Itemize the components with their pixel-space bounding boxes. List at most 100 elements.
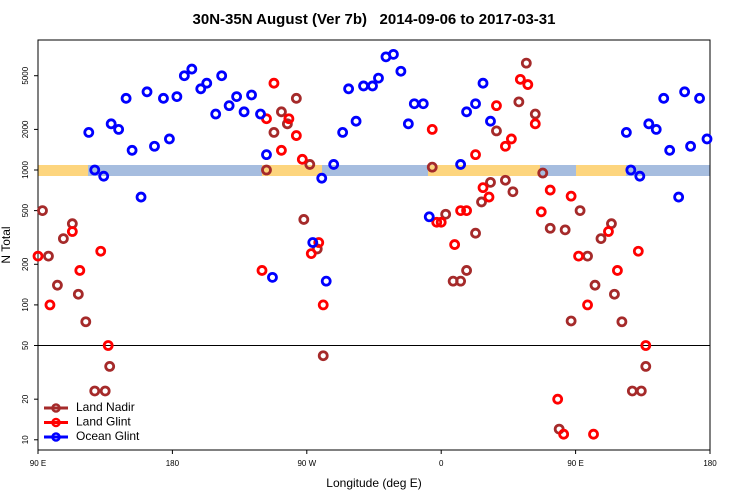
point xyxy=(268,77,280,89)
point xyxy=(276,144,287,156)
point xyxy=(304,159,316,170)
point xyxy=(582,299,593,311)
legend-label: Land Nadir xyxy=(76,400,135,414)
point xyxy=(552,393,564,405)
y-tick-label: 2000 xyxy=(21,120,30,138)
point xyxy=(283,113,295,125)
point xyxy=(658,92,670,104)
point xyxy=(316,172,328,184)
point xyxy=(102,340,114,351)
point xyxy=(317,299,329,311)
point xyxy=(650,123,662,135)
point xyxy=(367,80,378,92)
point xyxy=(626,385,638,397)
point xyxy=(431,216,443,228)
point xyxy=(281,118,293,130)
point xyxy=(574,205,586,217)
point xyxy=(573,250,584,262)
legend-marker xyxy=(51,432,61,442)
point xyxy=(616,316,628,328)
chart-title: 30N-35N August (Ver 7b) 2014-09-06 to 20… xyxy=(193,11,556,28)
point xyxy=(461,265,472,276)
point xyxy=(491,100,502,112)
point xyxy=(307,237,319,248)
point xyxy=(158,92,169,104)
legend-label: Ocean Glint xyxy=(76,429,140,443)
y-tick-label: 5000 xyxy=(21,66,30,84)
point xyxy=(505,133,517,145)
point xyxy=(426,161,438,173)
point xyxy=(37,205,48,217)
point xyxy=(290,92,302,104)
point xyxy=(98,170,110,182)
point xyxy=(537,167,549,179)
point xyxy=(43,250,54,262)
point xyxy=(337,127,349,138)
point xyxy=(640,360,652,372)
point xyxy=(603,226,614,237)
point xyxy=(426,123,438,135)
point xyxy=(612,265,623,276)
point xyxy=(328,159,340,170)
point xyxy=(520,57,532,69)
point xyxy=(255,108,266,120)
y-tick-label: 10 xyxy=(21,435,30,444)
y-tick-label: 500 xyxy=(21,203,30,217)
point xyxy=(544,184,556,196)
point xyxy=(195,83,207,95)
point xyxy=(470,149,481,161)
point xyxy=(565,190,577,202)
point xyxy=(317,350,329,362)
point xyxy=(455,205,467,217)
point xyxy=(491,125,502,137)
point xyxy=(558,428,570,440)
point xyxy=(500,174,511,186)
point xyxy=(164,133,175,145)
point xyxy=(423,211,435,223)
point xyxy=(395,65,407,77)
point xyxy=(514,73,526,85)
x-tick-label: 180 xyxy=(703,459,717,468)
plot-frame xyxy=(37,39,711,451)
point xyxy=(52,279,63,291)
point xyxy=(296,153,308,165)
series-2 xyxy=(83,48,713,287)
point xyxy=(113,123,125,135)
point xyxy=(178,70,190,82)
point xyxy=(246,89,257,101)
x-tick-label: 180 xyxy=(166,459,180,468)
point xyxy=(461,205,472,217)
point xyxy=(559,224,571,236)
point xyxy=(80,316,92,328)
point xyxy=(126,144,138,156)
point xyxy=(268,127,280,138)
point xyxy=(210,108,222,120)
point xyxy=(625,164,637,176)
point xyxy=(313,237,325,248)
legend-item: Land Nadir xyxy=(44,400,135,414)
point xyxy=(343,83,355,95)
y-tick-label: 20 xyxy=(21,394,30,403)
point xyxy=(461,106,472,118)
point xyxy=(350,115,362,127)
point xyxy=(529,108,541,120)
legend-marker xyxy=(51,417,61,428)
point xyxy=(267,271,278,283)
point xyxy=(171,91,183,103)
legend-item: Land Glint xyxy=(44,415,131,429)
point xyxy=(609,288,620,300)
point xyxy=(632,245,644,257)
point xyxy=(320,275,332,287)
surface-strip xyxy=(38,165,710,176)
y-axis-label: N Total xyxy=(0,226,13,263)
point xyxy=(231,91,243,103)
point xyxy=(141,86,153,98)
legend-label: Land Glint xyxy=(76,415,131,429)
point xyxy=(261,149,272,161)
point xyxy=(507,186,519,198)
x-axis-label: Longitude (deg E) xyxy=(326,476,421,490)
point xyxy=(582,250,593,262)
point xyxy=(565,315,577,327)
point xyxy=(634,170,646,182)
y-tick-label: 1000 xyxy=(21,161,30,179)
